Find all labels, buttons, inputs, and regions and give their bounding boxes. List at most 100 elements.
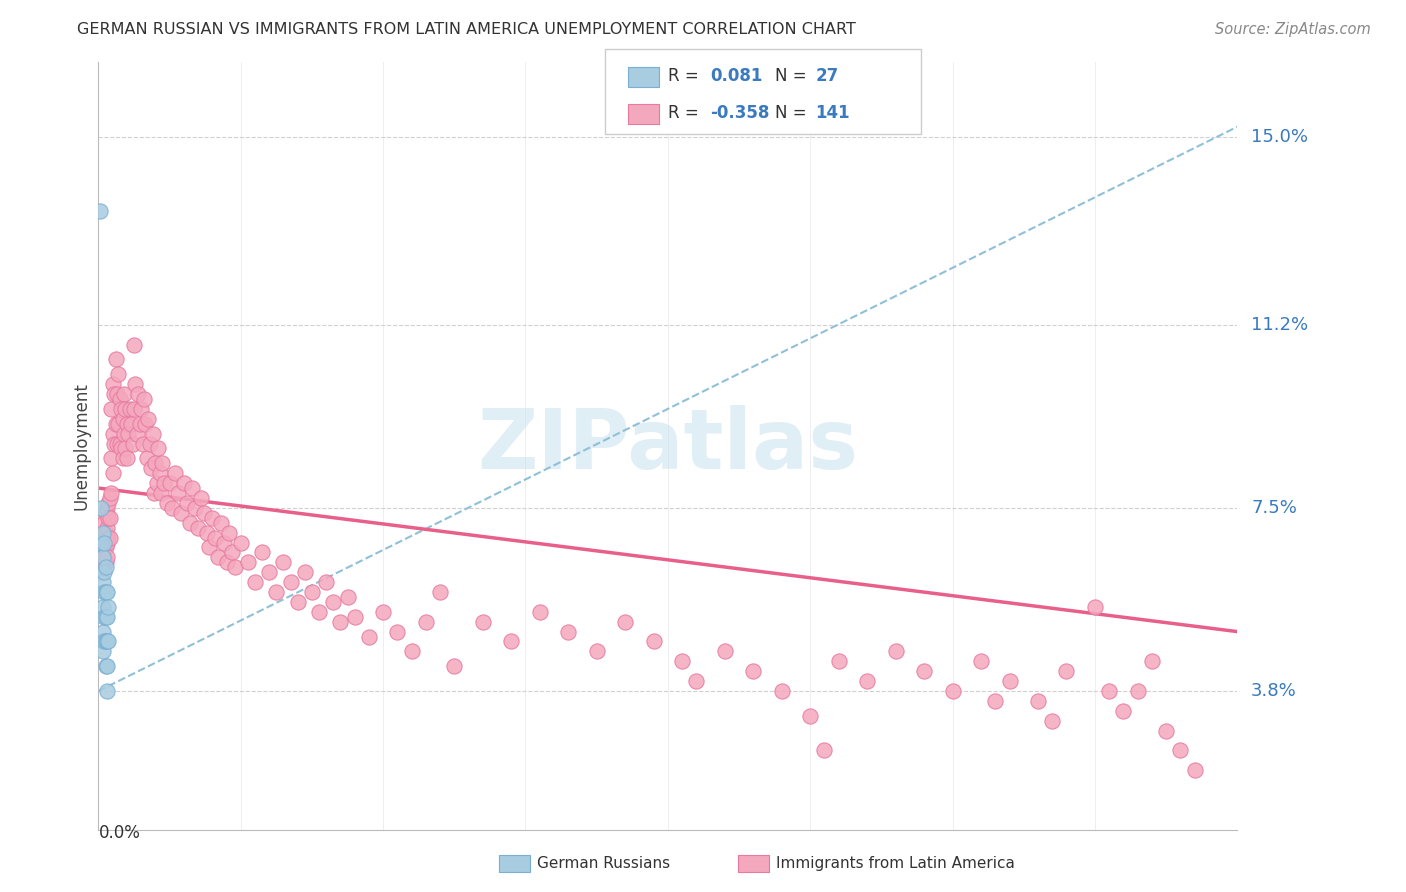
Point — [107, 368, 129, 382]
Point — [1154, 723, 1177, 738]
Point — [471, 615, 494, 629]
Point — [308, 605, 330, 619]
Text: 0.081: 0.081 — [710, 67, 762, 85]
Point — [529, 605, 551, 619]
Point — [108, 392, 131, 406]
Point — [93, 565, 115, 579]
Point — [671, 654, 693, 668]
Point — [100, 451, 122, 466]
Text: Immigrants from Latin America: Immigrants from Latin America — [776, 856, 1015, 871]
Point — [91, 624, 114, 639]
Point — [120, 417, 142, 431]
Point — [94, 525, 117, 540]
Point — [98, 531, 121, 545]
Point — [273, 555, 295, 569]
Point — [193, 506, 215, 520]
Text: N =: N = — [775, 104, 811, 122]
Text: -0.358: -0.358 — [710, 104, 769, 122]
Point — [336, 590, 359, 604]
Point — [215, 555, 238, 569]
Point — [93, 585, 115, 599]
Point — [97, 510, 120, 524]
Point — [170, 506, 193, 520]
Point — [322, 595, 344, 609]
Point — [97, 531, 120, 545]
Point — [1126, 684, 1149, 698]
Y-axis label: Unemployment: Unemployment — [72, 382, 90, 510]
Point — [970, 654, 993, 668]
Point — [100, 401, 122, 416]
Point — [115, 451, 138, 466]
Point — [91, 575, 114, 590]
Point — [198, 541, 221, 555]
Point — [89, 535, 111, 549]
Point — [112, 387, 135, 401]
Point — [685, 674, 707, 689]
Point — [91, 555, 114, 569]
Point — [1040, 714, 1063, 728]
Point — [190, 491, 212, 505]
Point — [91, 541, 114, 555]
Text: Source: ZipAtlas.com: Source: ZipAtlas.com — [1215, 22, 1371, 37]
Point — [94, 555, 117, 569]
Point — [148, 442, 170, 456]
Point — [91, 599, 114, 614]
Point — [184, 500, 207, 515]
Point — [96, 521, 118, 535]
Point — [179, 516, 201, 530]
Point — [152, 456, 174, 470]
Point — [243, 575, 266, 590]
Point — [91, 525, 114, 540]
Point — [96, 550, 118, 565]
Point — [128, 417, 150, 431]
Point — [112, 426, 135, 441]
Point — [101, 377, 124, 392]
Point — [134, 417, 156, 431]
Point — [266, 585, 288, 599]
Point — [129, 401, 152, 416]
Point — [799, 708, 821, 723]
Point — [387, 624, 409, 639]
Point — [280, 575, 302, 590]
Point — [141, 426, 163, 441]
Point — [131, 436, 153, 450]
Point — [89, 203, 111, 218]
Point — [94, 609, 117, 624]
Point — [91, 525, 114, 540]
Point — [373, 605, 395, 619]
Point — [294, 565, 316, 579]
Point — [132, 392, 155, 406]
Point — [1026, 694, 1049, 708]
Point — [110, 401, 132, 416]
Point — [94, 541, 117, 555]
Point — [443, 659, 465, 673]
Point — [93, 516, 115, 530]
Point — [118, 401, 141, 416]
Point — [93, 609, 115, 624]
Point — [146, 476, 169, 491]
Point — [828, 654, 851, 668]
Point — [93, 550, 115, 565]
Point — [96, 500, 118, 515]
Point — [212, 535, 235, 549]
Point — [301, 585, 323, 599]
Point — [415, 615, 437, 629]
Point — [224, 560, 246, 574]
Point — [125, 426, 148, 441]
Text: N =: N = — [775, 67, 811, 85]
Text: 0.0%: 0.0% — [98, 824, 141, 842]
Point — [187, 521, 209, 535]
Point — [614, 615, 637, 629]
Point — [103, 436, 125, 450]
Point — [135, 451, 157, 466]
Point — [149, 467, 172, 481]
Point — [998, 674, 1021, 689]
Point — [207, 550, 229, 565]
Point — [176, 496, 198, 510]
Point — [107, 417, 129, 431]
Point — [145, 456, 167, 470]
Point — [343, 609, 366, 624]
Text: ZIPatlas: ZIPatlas — [478, 406, 858, 486]
Point — [229, 535, 252, 549]
Point — [401, 644, 423, 658]
